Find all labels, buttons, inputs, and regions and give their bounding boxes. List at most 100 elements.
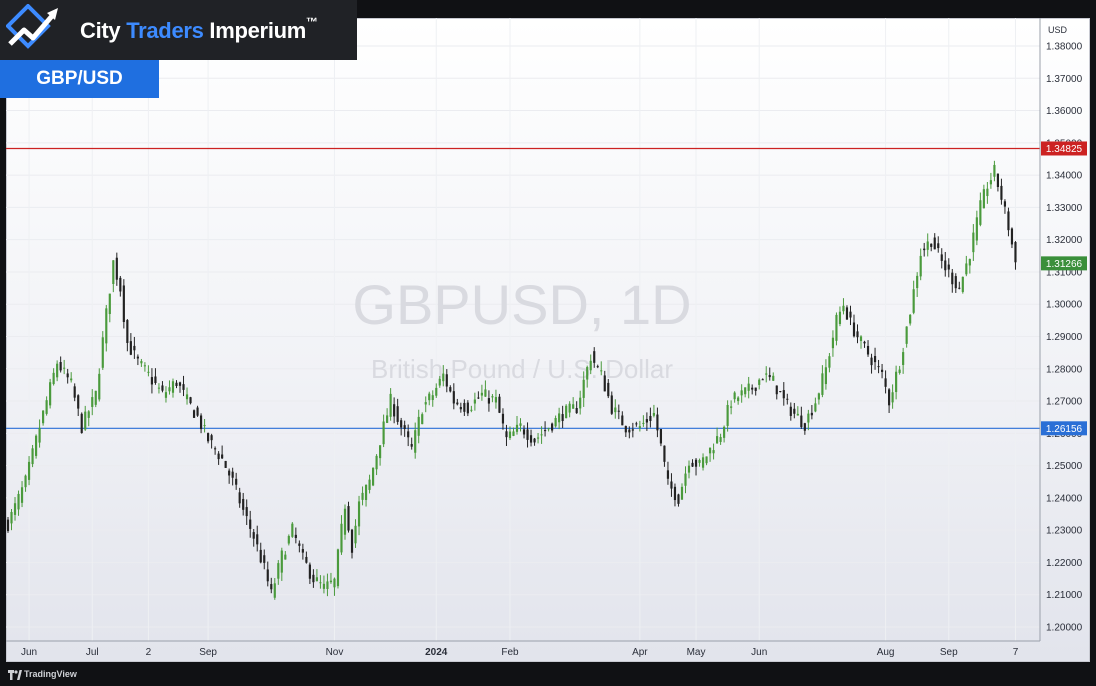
candle-body [551, 423, 554, 431]
candle-body [270, 584, 273, 590]
candle-body [529, 435, 533, 443]
candle-body [45, 400, 48, 414]
price-tick-label: 1.38000 [1046, 42, 1083, 53]
candle-body [968, 259, 971, 266]
tradingview-label: TradingView [24, 669, 77, 679]
price-tick-label: 1.29000 [1046, 332, 1083, 343]
candle-body [712, 450, 715, 454]
time-tick-label: Nov [326, 647, 344, 658]
candle-body [698, 460, 701, 463]
candle-body [628, 429, 631, 433]
candle-body [238, 492, 241, 504]
candle-body [403, 425, 406, 430]
candle-body [119, 277, 122, 292]
candle-body [245, 507, 248, 517]
candle-body [835, 314, 838, 341]
candle-body [772, 375, 775, 381]
candle-body [164, 392, 168, 398]
candle-body [452, 391, 455, 404]
candle-body [52, 372, 55, 385]
candle-body [831, 337, 835, 349]
brand-trademark: ™ [306, 15, 318, 29]
candle-body [266, 569, 269, 582]
candle-body [73, 386, 76, 398]
time-tick-label: Jul [86, 647, 99, 658]
candle-body [361, 492, 364, 500]
candle-body [733, 392, 736, 400]
candle-body [49, 382, 52, 406]
time-tick-label: Apr [632, 647, 648, 658]
candle-body [898, 369, 901, 373]
candle-body [27, 461, 31, 480]
candle-body [673, 486, 677, 501]
candle-body [70, 378, 73, 381]
candle-body [863, 341, 866, 344]
candle-body [364, 484, 368, 500]
price-tick-label: 1.31000 [1046, 267, 1083, 278]
price-tick-label: 1.34000 [1046, 171, 1083, 182]
candle-body [459, 406, 462, 410]
candle-body [6, 519, 10, 531]
candle-body [972, 232, 975, 253]
footer-bar [0, 662, 1096, 686]
candle-body [417, 416, 420, 436]
candle-body [996, 173, 1000, 187]
candle-body [66, 373, 69, 378]
candle-body [389, 393, 392, 417]
candle-body [147, 371, 150, 373]
candle-body [63, 367, 66, 369]
candle-body [912, 289, 915, 313]
candle-body [445, 374, 448, 387]
candle-body [319, 582, 322, 584]
candle-body [256, 534, 259, 545]
candle-body [824, 367, 827, 385]
price-tick-label: 1.25000 [1046, 461, 1083, 472]
candle-body [554, 418, 557, 427]
candle-body [477, 397, 480, 399]
candle-body [940, 254, 943, 261]
candle-body [480, 392, 483, 396]
time-tick-label: May [687, 647, 706, 658]
candle-body [891, 392, 894, 403]
candle-body [308, 564, 311, 579]
candle-body [758, 379, 761, 385]
candle-body [765, 373, 768, 375]
candle-body [873, 355, 877, 363]
candle-body [870, 357, 873, 366]
candle-body [196, 407, 199, 416]
candle-body [803, 423, 806, 431]
candle-body [975, 217, 978, 241]
candle-body [842, 305, 845, 312]
candle-body [354, 525, 357, 544]
candle-body [919, 255, 922, 277]
candle-body [10, 511, 13, 524]
candle-body [277, 563, 280, 579]
time-tick-label: Feb [501, 647, 519, 658]
candle-body [680, 486, 684, 500]
candle-body [484, 389, 487, 397]
candle-body [259, 549, 262, 563]
price-tags: 1.34825 1.26156 1.31266 [1041, 141, 1087, 436]
candle-body [1000, 185, 1003, 200]
candle-body [558, 413, 561, 423]
price-axis: USD [6, 18, 1068, 642]
price-tick-label: 1.30000 [1046, 300, 1083, 311]
candle-body [589, 360, 592, 371]
candle-body [371, 467, 375, 486]
candle-body [410, 444, 413, 447]
candle-body [375, 455, 378, 470]
time-tick-label: Jun [751, 647, 767, 658]
candle-body [343, 508, 347, 535]
candle-body [926, 241, 929, 250]
candle-body [315, 577, 318, 582]
brand-name-part1: City [80, 18, 127, 43]
candle-body [312, 574, 315, 583]
candle-body [817, 393, 820, 400]
price-tick-label: 1.20000 [1046, 623, 1083, 634]
candle-body [610, 395, 613, 414]
candle-body [607, 382, 610, 397]
watermark-description: British Pound / U.S. Dollar [371, 354, 673, 384]
candle-body [877, 366, 880, 368]
candle-body [638, 426, 641, 428]
